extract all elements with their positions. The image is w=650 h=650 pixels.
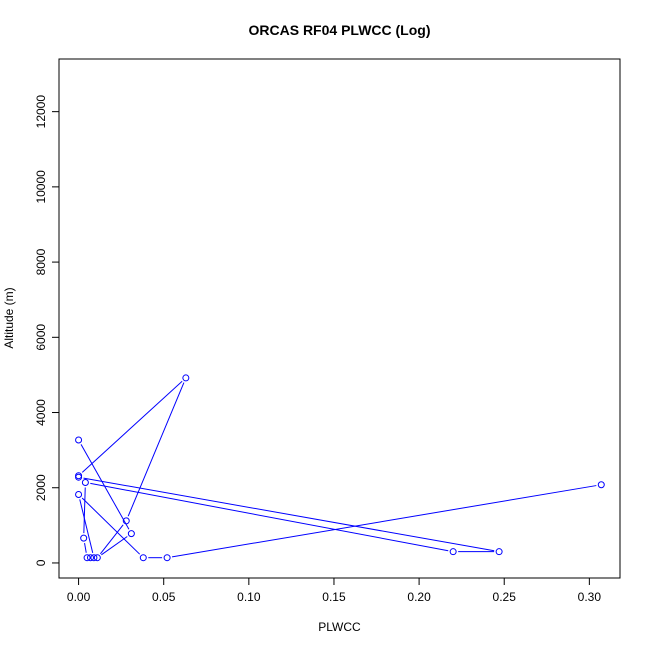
- data-point: [163, 554, 171, 562]
- data-point: [75, 491, 83, 499]
- y-tick-label: 0: [34, 559, 48, 566]
- data-point: [81, 478, 89, 486]
- series-segment: [79, 499, 94, 553]
- series-segment: [83, 477, 495, 552]
- y-axis-label: Altitude (m): [2, 287, 16, 348]
- x-tick-label: 0.15: [322, 590, 346, 604]
- plot-box: [58, 58, 621, 579]
- x-tick-label: 0.10: [237, 590, 261, 604]
- y-tick-label: 2000: [34, 474, 48, 501]
- series-segment: [90, 482, 449, 552]
- data-point: [80, 534, 88, 542]
- series-segment: [127, 382, 185, 517]
- x-tick-label: 0.25: [493, 590, 517, 604]
- x-tick-label: 0.00: [67, 590, 91, 604]
- series-segment: [101, 536, 128, 556]
- data-point: [122, 517, 130, 525]
- data-point: [449, 548, 457, 556]
- series-segment: [81, 380, 183, 473]
- data-point: [93, 554, 101, 562]
- data-point: [75, 436, 83, 444]
- series-segment: [84, 542, 87, 553]
- y-tick-label: 4000: [34, 399, 48, 426]
- data-point: [139, 554, 147, 562]
- data-point: [83, 554, 91, 562]
- data-point: [86, 554, 94, 562]
- series-segment: [83, 487, 86, 534]
- y-tick-label: 10000: [34, 170, 48, 204]
- series-segment: [80, 444, 130, 530]
- data-point: [75, 473, 83, 481]
- y-tick-label: 8000: [34, 248, 48, 275]
- x-tick-label: 0.05: [152, 590, 176, 604]
- y-tick-label: 12000: [34, 95, 48, 129]
- data-point: [597, 481, 605, 489]
- data-point: [182, 374, 190, 382]
- y-tick-label: 6000: [34, 324, 48, 351]
- chart-title: ORCAS RF04 PLWCC (Log): [249, 22, 431, 38]
- series-segment: [81, 497, 141, 555]
- data-point: [90, 554, 98, 562]
- data-point: [127, 530, 135, 538]
- data-point: [495, 548, 503, 556]
- x-axis-label: PLWCC: [318, 620, 361, 634]
- series-segment: [171, 485, 597, 558]
- x-tick-label: 0.30: [578, 590, 602, 604]
- series-segment: [100, 524, 124, 555]
- x-tick-label: 0.20: [407, 590, 431, 604]
